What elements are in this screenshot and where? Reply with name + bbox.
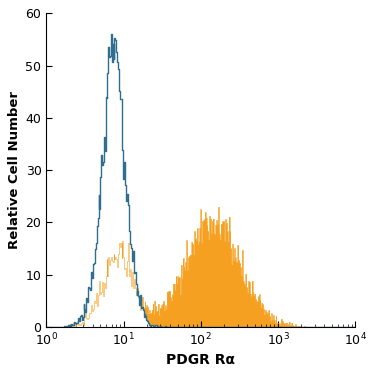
Y-axis label: Relative Cell Number: Relative Cell Number [8,91,21,249]
X-axis label: PDGR Rα: PDGR Rα [166,352,235,367]
